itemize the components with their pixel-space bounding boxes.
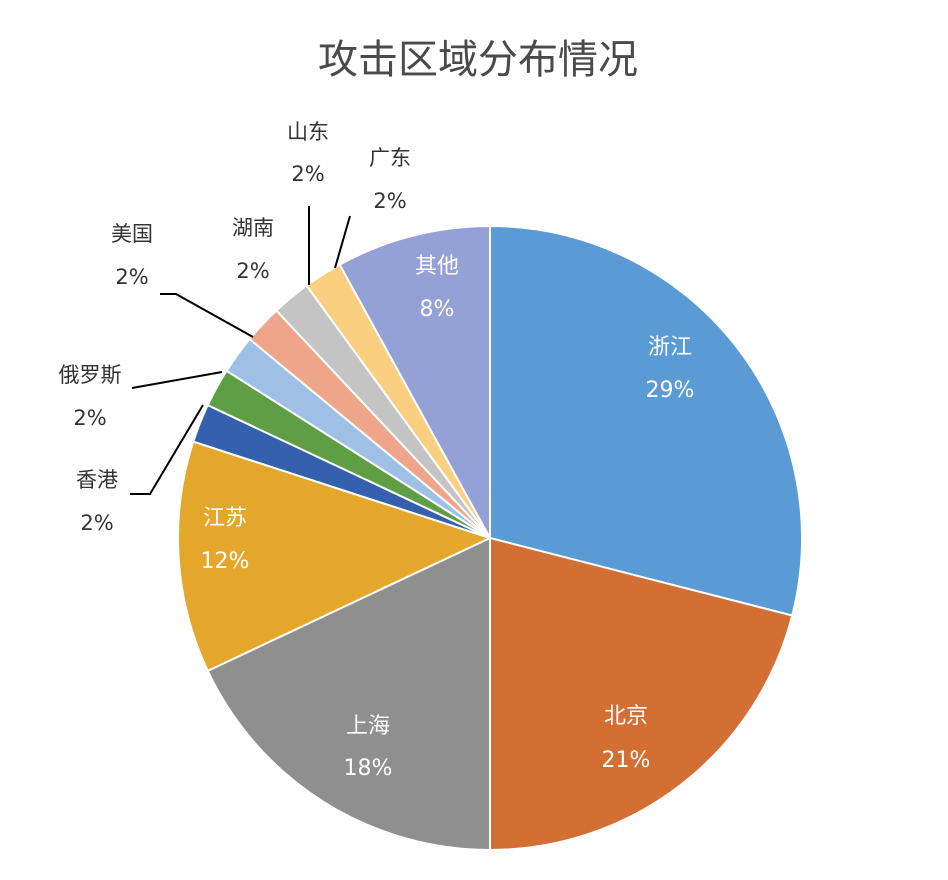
pie-slice-3 <box>177 440 493 673</box>
slice-label-4: 香港 <box>76 468 118 492</box>
leader-line-5 <box>131 371 223 389</box>
slice-value-5: 2% <box>73 406 106 430</box>
slice-value-4: 2% <box>80 511 113 535</box>
slice-label-5: 俄罗斯 <box>59 363 122 387</box>
pie-slices <box>177 224 803 852</box>
leader-lines <box>130 206 351 495</box>
pie-slice-1 <box>489 536 794 852</box>
slice-value-2: 18% <box>344 756 393 781</box>
pie-slice-2 <box>206 536 491 852</box>
slice-labels: 浙江 29% 北京 21% 上海 18% 江苏 12% 香港 2% 俄罗斯 2% 美国 2% 湖南 2% 山东 2… <box>59 120 695 781</box>
leader-line-6 <box>160 293 254 338</box>
pie-slice-10 <box>338 224 491 539</box>
slice-value-1: 21% <box>602 748 651 773</box>
pie-slice-0 <box>489 224 803 617</box>
slice-value-0: 29% <box>646 378 695 403</box>
slice-label-3: 江苏 <box>203 506 247 531</box>
slice-label-2: 上海 <box>346 714 390 739</box>
slice-label-9: 广东 <box>369 146 411 170</box>
slice-value-8: 2% <box>291 162 324 186</box>
slice-label-0: 浙江 <box>648 335 692 360</box>
leader-line-4 <box>130 404 204 495</box>
slice-label-6: 美国 <box>111 222 153 246</box>
leader-line-9 <box>334 215 351 269</box>
slice-label-1: 北京 <box>604 704 648 729</box>
slice-value-9: 2% <box>373 189 406 213</box>
slice-value-3: 12% <box>201 549 250 574</box>
slice-value-6: 2% <box>115 265 148 289</box>
slice-label-7: 湖南 <box>232 216 274 240</box>
chart-title: 攻击区域分布情况 <box>318 37 638 83</box>
slice-label-8: 山东 <box>287 120 329 144</box>
slice-value-10: 8% <box>420 297 455 322</box>
slice-value-7: 2% <box>236 259 269 283</box>
slice-label-10: 其他 <box>415 254 459 279</box>
